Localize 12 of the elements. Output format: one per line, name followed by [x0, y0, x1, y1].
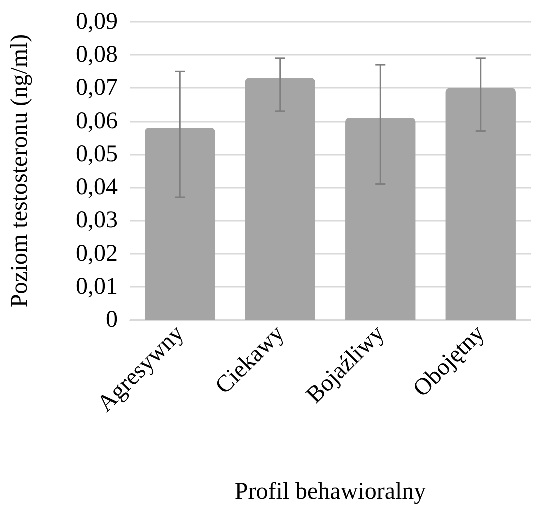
y-tick-label: 0,02	[76, 240, 118, 267]
y-tick-label: 0,04	[76, 174, 118, 201]
y-tick-label: 0,03	[76, 208, 118, 234]
y-tick-label: 0,08	[76, 42, 118, 68]
y-tick-label: 0	[106, 307, 118, 333]
y-axis-title: Poziom testosteronu (ng/ml)	[7, 34, 33, 308]
y-tick-label: 0,07	[76, 75, 118, 102]
x-axis-title: Profil behawioralny	[234, 479, 426, 505]
y-tick-label: 0,01	[76, 274, 118, 300]
y-tick-label: 0,09	[76, 9, 118, 35]
y-tick-label: 0,05	[76, 141, 118, 168]
y-tick-label: 0,06	[76, 108, 118, 134]
